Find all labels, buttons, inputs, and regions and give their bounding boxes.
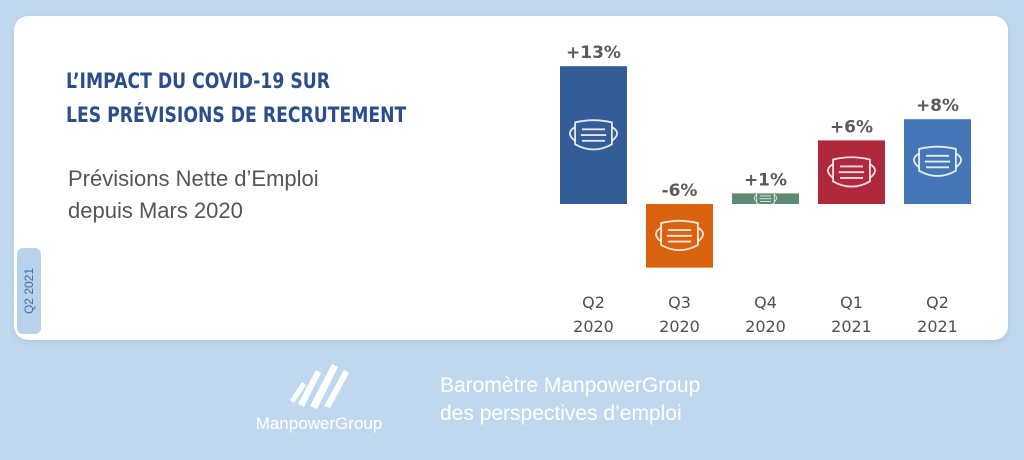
bar-group: +6% Q1 2021 bbox=[818, 117, 885, 336]
x-tick-label-year: 2020 bbox=[573, 317, 614, 336]
face-mask-icon bbox=[827, 156, 876, 188]
bar-group: +13% Q2 2020 bbox=[560, 43, 627, 336]
x-tick-label-quarter: Q3 bbox=[668, 293, 691, 312]
footer-tagline: Baromètre ManpowerGroup des perspectives… bbox=[440, 372, 700, 428]
bar-chart: +13%Q22020-6%Q32020+1%Q42020+6%Q12021+8%… bbox=[560, 43, 971, 336]
x-tick-label-year: 2020 bbox=[745, 317, 786, 336]
bar-value-label: +6% bbox=[830, 117, 873, 137]
x-tick-label-year: 2021 bbox=[831, 317, 872, 336]
brand-name: ManpowerGroup bbox=[255, 414, 383, 433]
tagline-line-1: Baromètre ManpowerGroup bbox=[440, 374, 701, 397]
x-tick-label-quarter: Q4 bbox=[754, 293, 777, 312]
bar-group: +8% Q2 2021 bbox=[904, 96, 971, 336]
face-mask-icon bbox=[569, 119, 618, 151]
x-tick-label-year: 2020 bbox=[659, 317, 700, 336]
bar-value-label: -6% bbox=[662, 181, 698, 201]
bar-group: -6% Q3 2020 bbox=[646, 181, 713, 336]
tagline-line-2: des perspectives d’emploi bbox=[440, 402, 682, 425]
bar-group: +1% Q4 2020 bbox=[732, 170, 799, 336]
x-tick-label-quarter: Q2 bbox=[582, 293, 605, 312]
subtitle-line-1: Prévisions Nette d’Emploi bbox=[68, 166, 319, 191]
bar-value-label: +8% bbox=[916, 96, 959, 116]
title-line-2: LES PRÉVISIONS DE RECRUTEMENT bbox=[66, 103, 407, 127]
period-tab: Q2 2021 bbox=[17, 248, 41, 334]
face-mask-icon bbox=[913, 145, 962, 177]
chart-subtitle: Prévisions Nette d’Emploi depuis Mars 20… bbox=[68, 163, 319, 227]
x-tick-label-year: 2021 bbox=[917, 317, 958, 336]
bar-value-label: +1% bbox=[744, 170, 787, 190]
bar-value-label: +13% bbox=[566, 43, 621, 63]
page-title: L’IMPACT DU COVID-19 SUR LES PRÉVISIONS … bbox=[66, 64, 406, 132]
manpowergroup-logo-icon bbox=[290, 364, 349, 409]
period-tab-label: Q2 2021 bbox=[22, 267, 36, 315]
face-mask-icon bbox=[655, 219, 704, 252]
title-line-1: L’IMPACT DU COVID-19 SUR bbox=[66, 69, 331, 93]
subtitle-line-2: depuis Mars 2020 bbox=[68, 198, 243, 223]
chart-card: L’IMPACT DU COVID-19 SUR LES PRÉVISIONS … bbox=[14, 16, 1008, 340]
face-mask-icon bbox=[753, 191, 778, 207]
x-tick-label-quarter: Q1 bbox=[840, 293, 863, 312]
x-tick-label-quarter: Q2 bbox=[926, 293, 949, 312]
